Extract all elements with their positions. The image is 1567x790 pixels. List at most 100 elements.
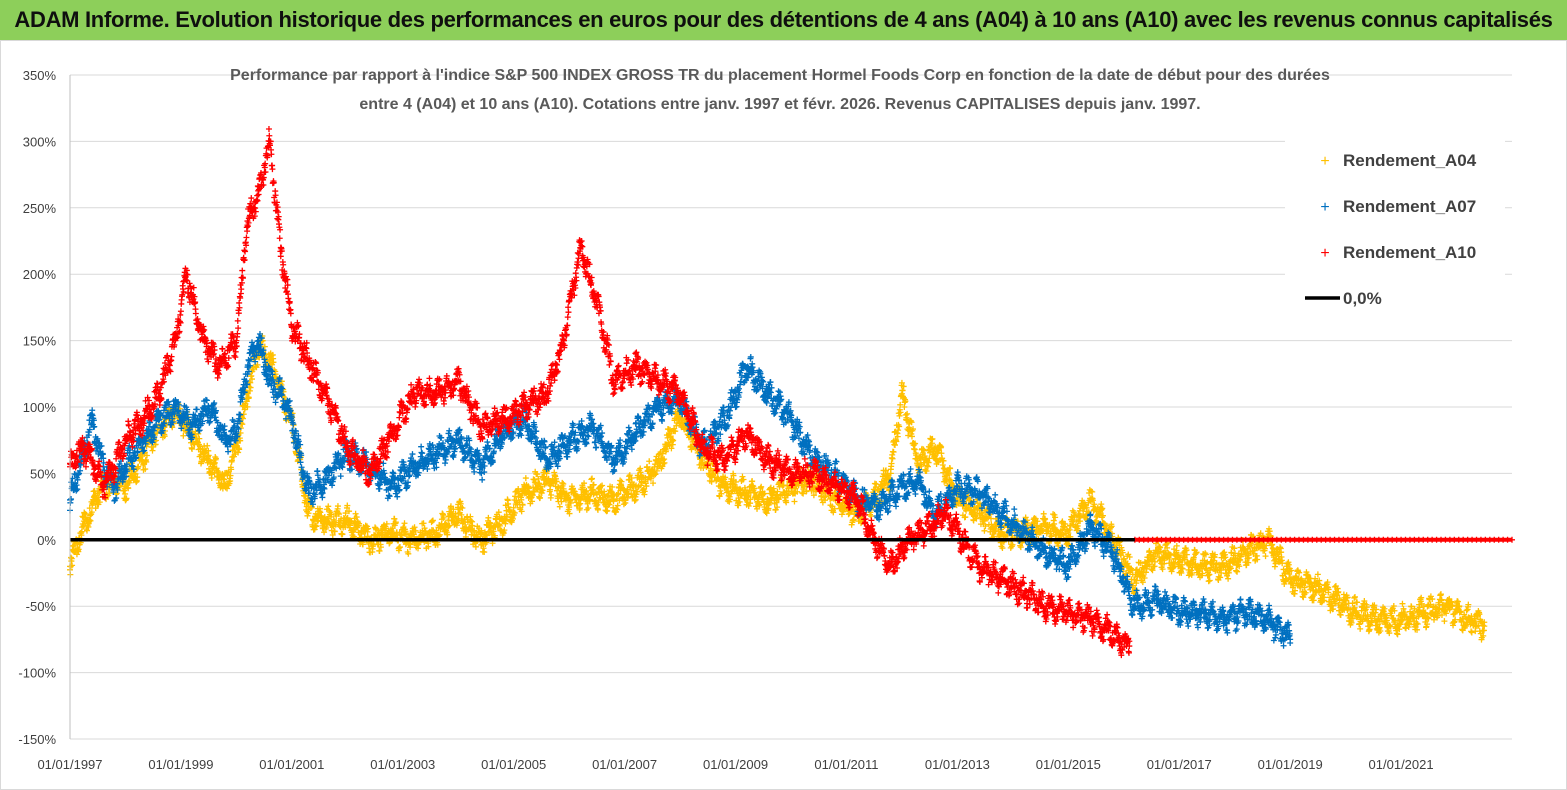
data-point [81,510,88,517]
data-point [245,394,252,401]
data-point [1314,571,1321,578]
data-point [758,483,765,490]
data-point [481,549,488,556]
data-point [325,503,332,510]
data-point [132,470,139,477]
data-point [1480,627,1487,634]
data-point [548,492,555,499]
data-point [196,435,203,442]
data-point [485,514,492,521]
data-point [134,474,141,481]
data-point [125,485,132,492]
data-point [391,515,398,522]
data-point [68,495,75,502]
data-point [1225,575,1232,582]
data-point [143,458,150,465]
data-point [1468,629,1475,636]
grid-lines [70,74,1512,740]
data-point [1098,501,1105,508]
data-point [211,459,218,466]
data-point [227,477,234,484]
data-point [161,433,168,440]
data-point [135,463,142,470]
data-point [125,478,132,485]
data-point [195,430,202,437]
data-point [142,466,149,473]
data-point [617,477,624,484]
data-point [304,512,311,519]
data-point [889,455,896,462]
data-point [1441,618,1448,625]
data-point [890,449,897,456]
data-point [1357,625,1364,632]
data-point [247,384,254,391]
data-point [261,343,268,350]
data-point [401,520,408,527]
data-point [221,476,228,483]
data-point [1040,510,1047,517]
data-point [75,546,82,553]
data-point [1233,567,1240,574]
data-point [739,473,746,480]
data-point [522,475,529,482]
data-point [205,452,212,459]
data-point [212,455,219,462]
data-point [122,490,129,497]
data-point [133,479,140,486]
data-point [204,453,211,460]
data-point [95,494,102,501]
data-point [270,359,277,366]
data-point [646,458,653,465]
data-point [87,517,94,524]
data-point [215,469,222,476]
data-point [334,503,341,510]
data-points [67,125,1488,659]
data-point [189,446,196,453]
data-point [1271,563,1278,570]
data-point [180,432,187,439]
data-point [106,490,113,497]
data-point [254,361,261,368]
data-point [899,387,906,394]
data-point [1354,599,1361,606]
data-point [1262,553,1269,560]
data-point [90,499,97,506]
data-point [1340,591,1347,598]
data-point [1394,631,1401,638]
data-point [1351,593,1358,600]
data-point [1205,578,1212,585]
data-point [208,458,215,465]
data-point [272,399,279,406]
data-point [143,452,150,459]
data-point [244,403,251,410]
report-banner-title: ADAM Informe. Evolution historique des p… [0,0,1567,40]
data-point [588,476,595,483]
data-point [911,446,918,453]
data-point [589,475,596,482]
data-point [123,495,130,502]
data-point [339,531,346,538]
data-point [888,460,895,467]
data-point [224,485,231,492]
data-point [126,479,133,486]
data-point [96,499,103,506]
data-point [243,398,250,405]
data-point [204,442,211,449]
data-point [904,410,911,417]
data-point [1437,591,1444,598]
data-point [86,505,93,512]
data-point [1173,542,1180,549]
data-point [211,461,218,468]
data-point [981,527,988,534]
data-point [214,467,221,474]
data-point [96,489,103,496]
data-point [420,520,427,527]
data-point [92,505,99,512]
data-point [352,510,359,517]
data-point [113,490,120,497]
data-point [228,466,235,473]
data-point [246,387,253,394]
data-point [67,563,74,570]
data-point [149,447,156,454]
